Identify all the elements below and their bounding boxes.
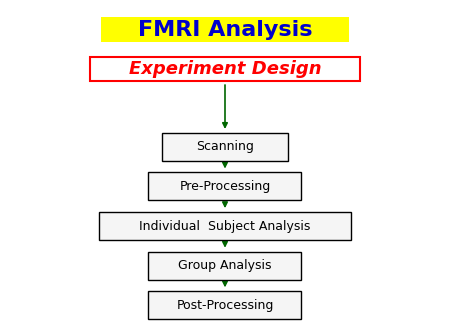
FancyBboxPatch shape (90, 57, 360, 81)
Text: Post-Processing: Post-Processing (176, 299, 274, 312)
FancyBboxPatch shape (148, 172, 302, 200)
Text: Pre-Processing: Pre-Processing (180, 180, 270, 193)
Text: Scanning: Scanning (196, 140, 254, 153)
FancyBboxPatch shape (148, 291, 302, 319)
FancyBboxPatch shape (162, 133, 288, 161)
Text: Experiment Design: Experiment Design (129, 60, 321, 78)
FancyBboxPatch shape (148, 251, 302, 280)
FancyBboxPatch shape (99, 212, 351, 240)
FancyBboxPatch shape (101, 17, 349, 42)
Text: Group Analysis: Group Analysis (178, 259, 272, 272)
Text: FMRI Analysis: FMRI Analysis (138, 20, 312, 40)
Text: Individual  Subject Analysis: Individual Subject Analysis (140, 219, 310, 233)
